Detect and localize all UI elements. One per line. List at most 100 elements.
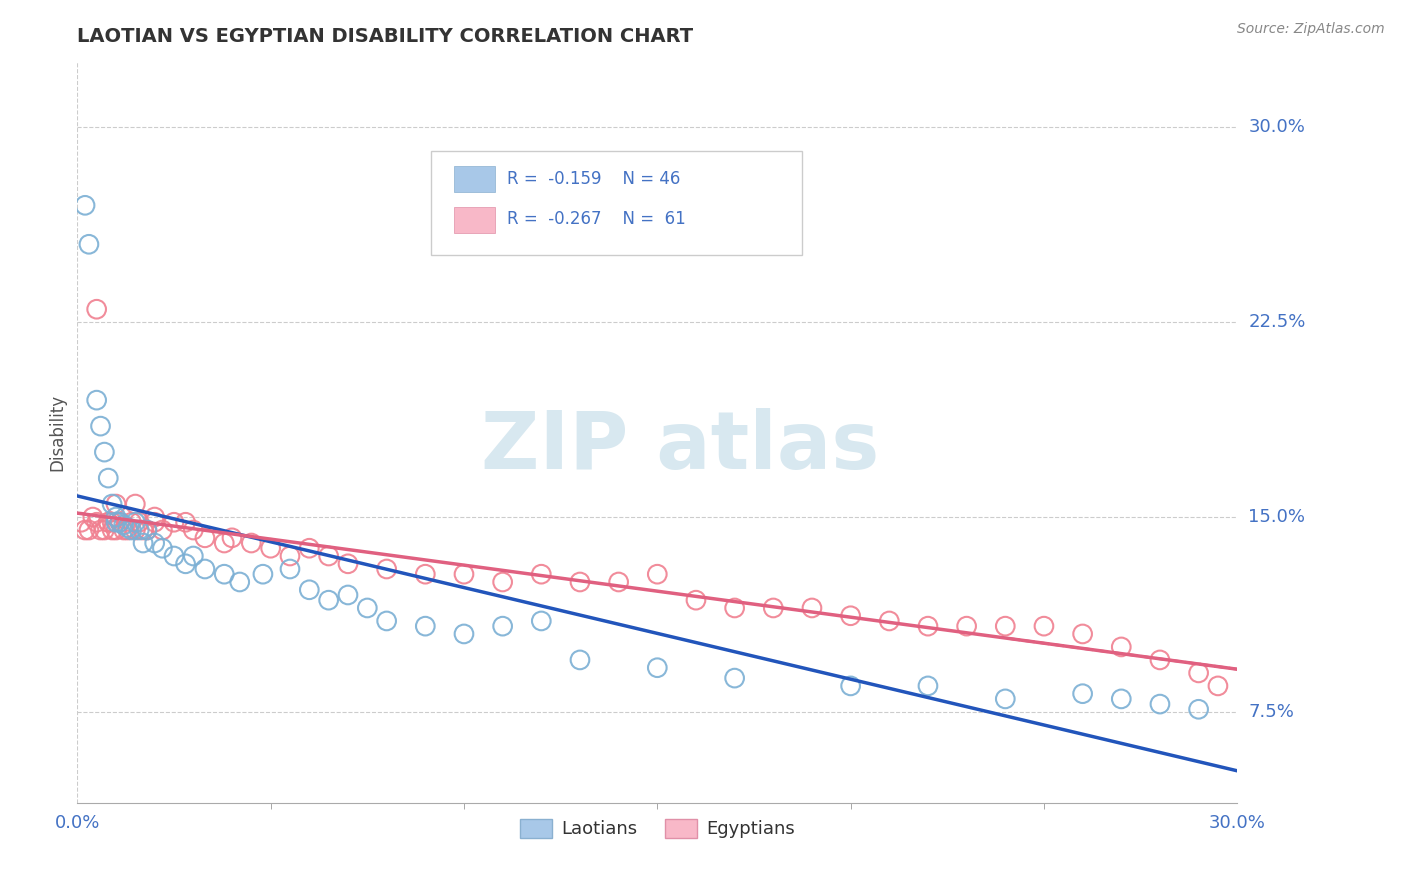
Point	[93, 445, 115, 459]
Point	[214, 536, 236, 550]
Point	[724, 601, 747, 615]
Point	[97, 471, 120, 485]
Point	[143, 536, 166, 550]
Point	[492, 619, 515, 633]
Point	[108, 515, 131, 529]
Point	[453, 627, 475, 641]
Point	[132, 523, 155, 537]
Point	[278, 562, 301, 576]
Point	[569, 574, 592, 589]
Point	[183, 523, 205, 537]
Point	[318, 549, 340, 563]
Point	[530, 567, 553, 582]
Point	[839, 679, 862, 693]
Point	[685, 593, 707, 607]
Point	[1111, 640, 1133, 654]
Point	[1149, 697, 1171, 711]
Point	[112, 517, 135, 532]
Point	[128, 515, 150, 529]
Point	[214, 567, 236, 582]
Point	[530, 614, 553, 628]
Point	[1206, 679, 1229, 693]
Point	[105, 515, 127, 529]
Point	[174, 557, 197, 571]
Text: R =  -0.267    N =  61: R = -0.267 N = 61	[506, 211, 685, 228]
Point	[132, 536, 155, 550]
Point	[183, 549, 205, 563]
Point	[124, 523, 146, 537]
Text: Source: ZipAtlas.com: Source: ZipAtlas.com	[1237, 22, 1385, 37]
Point	[762, 601, 785, 615]
Point	[101, 515, 124, 529]
Point	[121, 515, 143, 529]
Point	[356, 601, 378, 615]
Point	[97, 515, 120, 529]
Point	[278, 549, 301, 563]
Point	[75, 523, 96, 537]
Point	[117, 520, 139, 534]
Point	[143, 515, 166, 529]
Point	[101, 523, 124, 537]
Point	[117, 523, 139, 537]
Point	[917, 679, 939, 693]
Point	[375, 562, 398, 576]
Point	[240, 536, 263, 550]
Point	[108, 515, 131, 529]
Point	[569, 653, 592, 667]
Point	[318, 593, 340, 607]
Point	[1071, 627, 1094, 641]
Point	[801, 601, 824, 615]
Point	[124, 515, 146, 529]
Point	[221, 531, 243, 545]
Point	[121, 523, 143, 537]
Point	[647, 567, 669, 582]
Point	[1187, 702, 1209, 716]
Point	[101, 497, 124, 511]
Point	[77, 523, 100, 537]
Point	[1033, 619, 1056, 633]
Point	[152, 541, 174, 556]
Point	[1187, 665, 1209, 680]
Point	[97, 515, 120, 529]
Point	[1149, 653, 1171, 667]
Text: 22.5%: 22.5%	[1249, 313, 1306, 331]
Point	[877, 614, 901, 628]
Text: 15.0%: 15.0%	[1249, 508, 1305, 526]
Point	[86, 515, 108, 529]
Point	[1071, 687, 1094, 701]
Point	[453, 567, 475, 582]
Point	[298, 541, 321, 556]
Point	[128, 523, 150, 537]
FancyBboxPatch shape	[454, 207, 495, 233]
Point	[956, 619, 979, 633]
Point	[337, 588, 360, 602]
Point	[70, 515, 93, 529]
Point	[105, 497, 127, 511]
Point	[375, 614, 398, 628]
Point	[174, 515, 197, 529]
Point	[90, 419, 111, 434]
Point	[994, 692, 1017, 706]
Point	[252, 567, 274, 582]
Point	[90, 523, 111, 537]
Point	[724, 671, 747, 685]
Text: R =  -0.159    N = 46: R = -0.159 N = 46	[506, 170, 681, 188]
Point	[163, 549, 186, 563]
Text: 7.5%: 7.5%	[1249, 703, 1295, 721]
Point	[413, 619, 436, 633]
Point	[917, 619, 939, 633]
Point	[124, 497, 146, 511]
Point	[77, 237, 100, 252]
Point	[607, 574, 630, 589]
Point	[228, 574, 252, 589]
Point	[143, 510, 166, 524]
Point	[105, 510, 127, 524]
Point	[152, 523, 174, 537]
Point	[82, 510, 104, 524]
Point	[413, 567, 436, 582]
Text: 30.0%: 30.0%	[1249, 119, 1305, 136]
Point	[136, 523, 159, 537]
Point	[105, 523, 127, 537]
Point	[136, 523, 159, 537]
Point	[839, 608, 862, 623]
